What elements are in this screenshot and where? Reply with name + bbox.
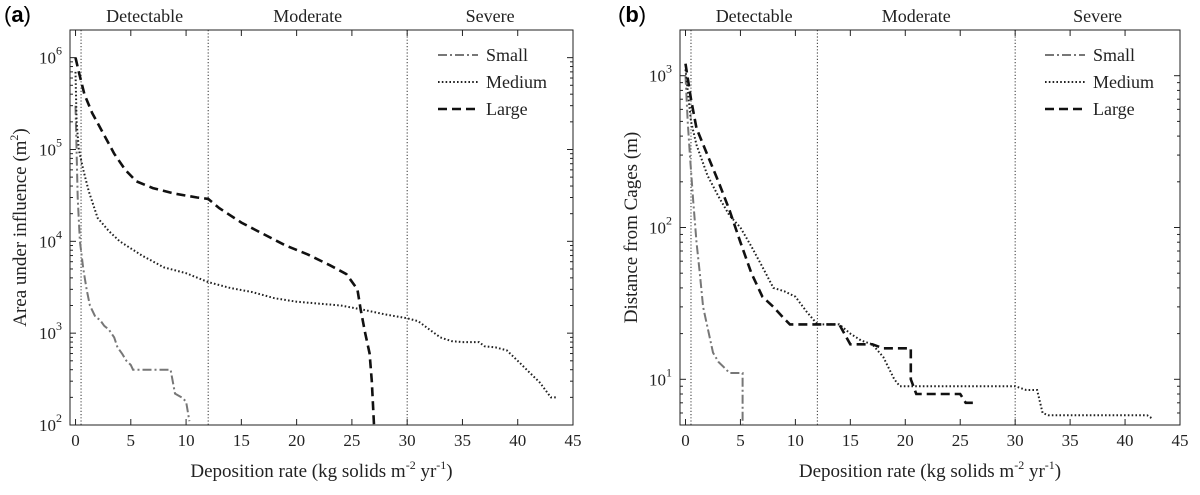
zone-label-severe: Severe — [1073, 6, 1122, 26]
x-axis-title-part: ) — [446, 461, 452, 482]
panel-letter-part: ) — [639, 2, 646, 27]
x-tick-label: 10 — [787, 431, 804, 450]
y-tick-base: 10 — [39, 232, 56, 251]
x-axis-title-part: yr — [1024, 461, 1045, 482]
y-tick-exp: 3 — [666, 62, 672, 76]
y-tick-base: 10 — [649, 219, 666, 238]
y-tick-label: 101 — [649, 365, 672, 389]
x-tick-label: 25 — [343, 431, 360, 450]
y-tick-label: 104 — [39, 227, 62, 251]
y-axis-title-part: 2 — [7, 135, 21, 141]
series-line-large — [74, 57, 376, 425]
series-line-medium — [74, 71, 557, 399]
y-tick-exp: 6 — [56, 44, 62, 58]
series-line-small — [684, 75, 744, 425]
panel-letter-part: ) — [24, 2, 31, 27]
x-tick-label: 45 — [1172, 431, 1189, 450]
x-axis-title-part: Deposition rate (kg solids m — [190, 461, 406, 482]
y-tick-base: 10 — [649, 370, 666, 389]
x-tick-label: 40 — [509, 431, 526, 450]
y-tick-exp: 3 — [56, 319, 62, 333]
series-line-medium — [684, 69, 1154, 420]
x-tick-label: 5 — [127, 431, 136, 450]
zone-label-moderate: Moderate — [882, 6, 951, 26]
x-tick-label: 35 — [454, 431, 471, 450]
y-tick-base: 10 — [39, 416, 56, 435]
y-tick-exp: 5 — [56, 135, 62, 149]
panel-letter-part: ( — [4, 2, 12, 27]
y-tick-label: 103 — [39, 319, 62, 343]
x-tick-label: 35 — [1062, 431, 1079, 450]
y-tick-exp: 1 — [666, 365, 672, 379]
x-tick-label: 0 — [681, 431, 690, 450]
zone-label-moderate: Moderate — [273, 6, 342, 26]
legend-label-medium: Medium — [486, 72, 547, 92]
x-tick-label: 0 — [71, 431, 80, 450]
legend-label-large: Large — [1093, 99, 1135, 119]
y-tick-base: 10 — [39, 49, 56, 68]
x-axis-title-part: yr — [416, 461, 437, 482]
zone-label-detectable: Detectable — [106, 6, 183, 26]
y-axis-title-part: Area under influence (m — [10, 140, 31, 326]
x-tick-label: 15 — [233, 431, 250, 450]
y-axis-title: Area under influence (m2) — [7, 128, 31, 327]
series-line-small — [74, 105, 191, 422]
x-tick-label: 20 — [288, 431, 305, 450]
legend-label-small: Small — [486, 45, 528, 65]
zone-label-detectable: Detectable — [716, 6, 793, 26]
x-tick-label: 15 — [842, 431, 859, 450]
x-tick-label: 45 — [565, 431, 582, 450]
y-tick-label: 103 — [649, 62, 672, 86]
plot-frame — [69, 29, 574, 426]
y-tick-base: 10 — [39, 324, 56, 343]
y-axis-title-part: Distance from Cages (m) — [621, 132, 642, 324]
panel-letter-part: ( — [618, 2, 626, 27]
y-axis-title-part: ) — [10, 128, 31, 134]
x-axis-title: Deposition rate (kg solids m-2 yr-1) — [190, 458, 452, 482]
x-axis-title-part: -2 — [1014, 458, 1024, 472]
x-axis-title-part: -1 — [436, 458, 446, 472]
zone-label-severe: Severe — [466, 6, 515, 26]
y-tick-base: 10 — [649, 67, 666, 86]
panel-letter: (b) — [618, 2, 646, 27]
series-line-large — [684, 63, 977, 405]
panel-letter: (a) — [4, 2, 31, 27]
x-axis-title: Deposition rate (kg solids m-2 yr-1) — [799, 458, 1061, 482]
x-tick-label: 30 — [399, 431, 416, 450]
legend-label-medium: Medium — [1093, 72, 1154, 92]
panel-letter-part: a — [11, 2, 24, 27]
x-axis-title-part: ) — [1055, 461, 1061, 482]
y-tick-label: 102 — [649, 214, 672, 238]
legend-label-small: Small — [1093, 45, 1135, 65]
y-axis-title: Distance from Cages (m) — [621, 132, 642, 324]
y-tick-label: 106 — [39, 44, 62, 68]
x-tick-label: 10 — [178, 431, 195, 450]
y-tick-exp: 2 — [666, 214, 672, 228]
y-tick-base: 10 — [39, 140, 56, 159]
x-axis-title-part: -1 — [1045, 458, 1055, 472]
legend-label-large: Large — [486, 99, 528, 119]
x-axis-title-part: -2 — [406, 458, 416, 472]
x-tick-label: 20 — [897, 431, 914, 450]
panel-letter-part: b — [625, 2, 638, 27]
y-tick-exp: 2 — [56, 411, 62, 425]
x-tick-label: 30 — [1007, 431, 1024, 450]
x-tick-label: 40 — [1117, 431, 1134, 450]
x-tick-label: 25 — [952, 431, 969, 450]
y-tick-label: 105 — [39, 135, 62, 159]
panel-b: (b) Detectable Moderate Severe 0 5 10 15 20 25 30 3… — [618, 2, 1189, 482]
y-tick-label: 102 — [39, 411, 62, 435]
x-tick-label: 5 — [736, 431, 745, 450]
x-axis-title-part: Deposition rate (kg solids m — [799, 461, 1015, 482]
y-tick-exp: 4 — [56, 227, 62, 241]
